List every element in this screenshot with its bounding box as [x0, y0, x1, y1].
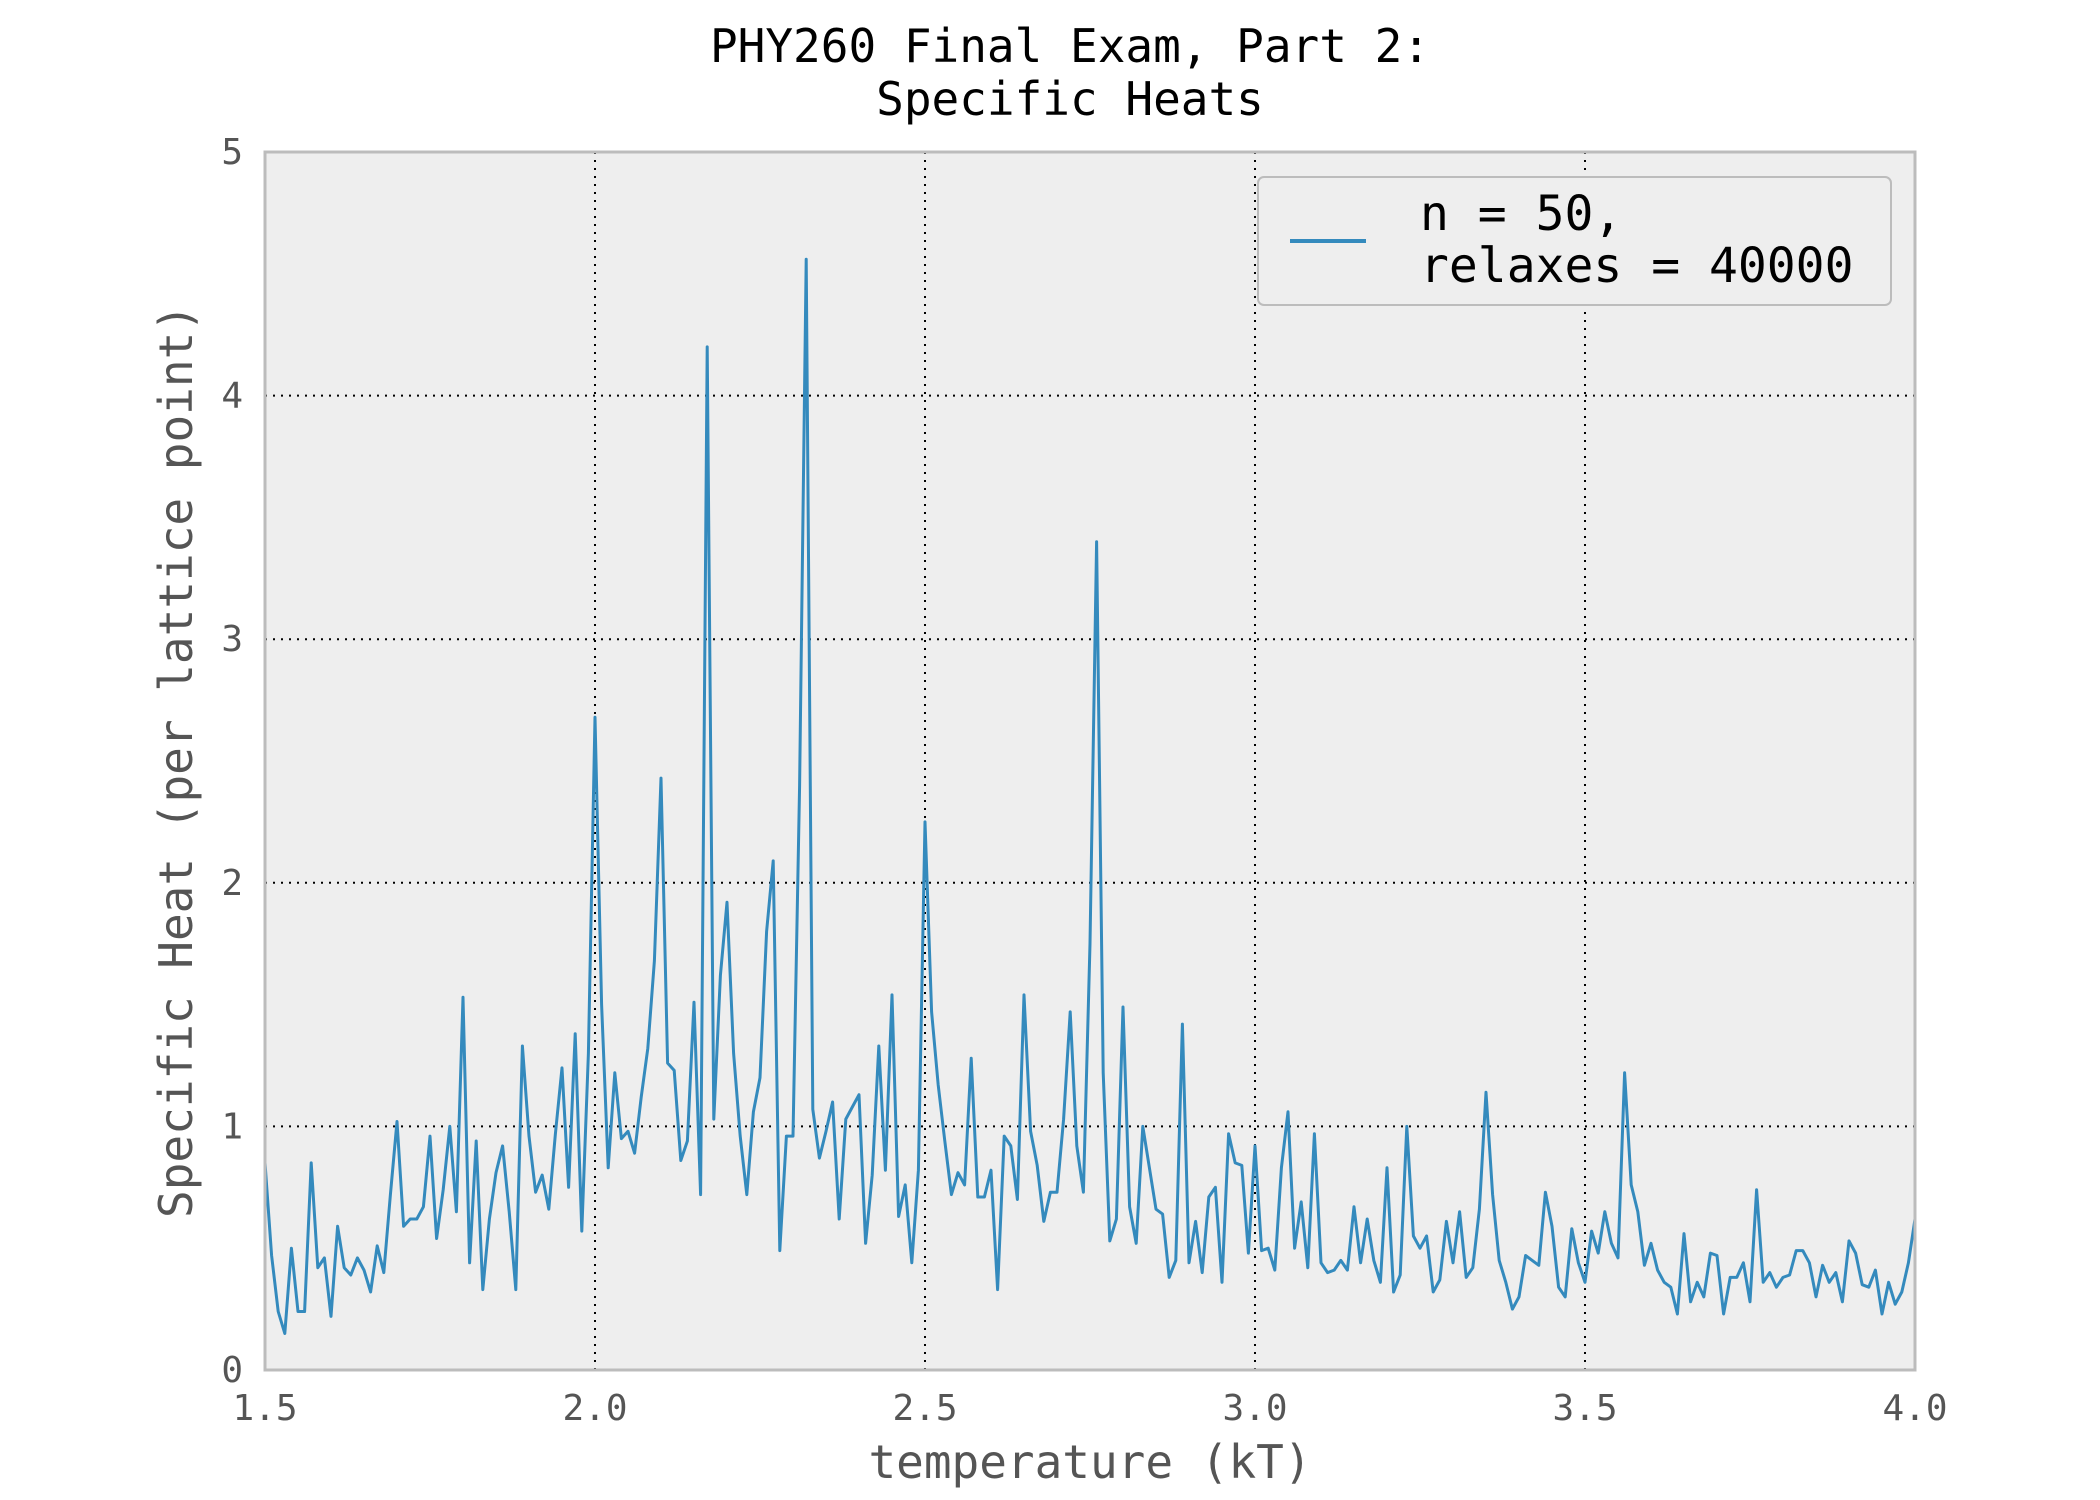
x-axis-ticks: 1.5 2.0 2.5 3.0 3.5 4.0 — [232, 1388, 1947, 1429]
x-tick-label: 3.5 — [1552, 1388, 1617, 1429]
y-tick-label: 2 — [221, 863, 243, 904]
x-tick-label: 2.5 — [892, 1388, 957, 1429]
x-tick-label: 1.5 — [232, 1388, 297, 1429]
chart-title-line-2: Specific Heats — [876, 72, 1264, 126]
series-line — [263, 257, 1917, 1335]
y-tick-label: 4 — [221, 376, 243, 417]
x-tick-label: 3.0 — [1222, 1388, 1287, 1429]
y-axis-ticks: 0 1 2 3 4 5 — [221, 132, 243, 1391]
y-tick-label: 3 — [221, 619, 243, 660]
plot-frame — [263, 150, 1917, 1372]
x-axis-label: temperature (kT) — [868, 1435, 1311, 1489]
y-axis-label: Specific Heat (per lattice point) — [149, 304, 203, 1218]
y-tick-label: 1 — [221, 1106, 243, 1147]
y-tick-label: 0 — [221, 1350, 243, 1391]
legend-label-line-1: n = 50, — [1420, 186, 1622, 242]
x-tick-label: 4.0 — [1882, 1388, 1947, 1429]
plot-area — [265, 152, 1915, 1370]
chart-title-line-1: PHY260 Final Exam, Part 2: — [710, 19, 1430, 73]
legend: n = 50, relaxes = 40000 — [1257, 176, 1892, 306]
x-tick-label: 2.0 — [562, 1388, 627, 1429]
legend-label-line-2: relaxes = 40000 — [1420, 238, 1853, 294]
legend-box — [1257, 176, 1892, 306]
y-tick-label: 5 — [221, 132, 243, 173]
